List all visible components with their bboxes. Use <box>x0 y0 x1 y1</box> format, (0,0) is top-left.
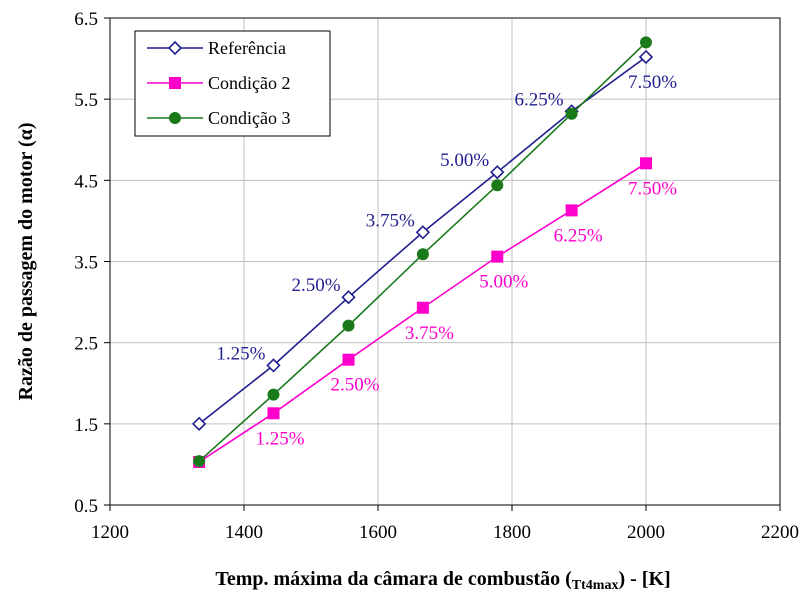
data-point <box>490 165 505 180</box>
x-tick-label: 2000 <box>627 522 665 543</box>
x-axis-title: Temp. máxima da câmara de combustão (Tt4… <box>215 568 670 593</box>
data-label-referencia: 6.25% <box>515 89 564 110</box>
data-point <box>638 49 654 65</box>
data-point <box>416 248 429 261</box>
x-tick-label: 1800 <box>493 522 531 543</box>
data-point <box>415 225 431 240</box>
data-labels-layer: 1.25% 2.50% 3.75% 5.00% 6.25% 7.50% 1.25% 2.50%… <box>216 72 677 449</box>
data-point <box>191 416 207 431</box>
y-axis-ticks: 0.5 1.5 2.5 3.5 4.5 5.5 6.5 <box>74 9 110 517</box>
legend-item-referencia: Referência <box>147 38 286 58</box>
x-axis-title-main: Temp. máxima da câmara de combustão ( <box>215 568 572 590</box>
data-point <box>640 36 652 49</box>
x-axis-title-tail: ) - [K] <box>618 568 670 590</box>
data-point <box>565 204 578 217</box>
legend-marker <box>169 77 181 89</box>
data-point <box>491 250 504 263</box>
data-label-referencia: 5.00% <box>440 150 489 171</box>
data-point <box>640 157 652 170</box>
data-label-referencia: 3.75% <box>366 210 415 231</box>
legend-item-condicao-2: Condição 2 <box>147 73 291 93</box>
legend: Referência Condição 2 Condição 3 <box>134 30 331 137</box>
data-label-referencia: 2.50% <box>291 275 340 296</box>
legend-marker <box>167 40 183 56</box>
data-label-referencia: 7.50% <box>628 72 677 93</box>
x-tick-label: 2200 <box>761 522 799 543</box>
legend-marker <box>169 112 181 124</box>
x-tick-label: 1200 <box>91 522 129 543</box>
data-point <box>193 455 206 468</box>
y-tick-label: 3.5 <box>74 253 98 274</box>
x-tick-label: 1400 <box>225 522 263 543</box>
data-point <box>266 358 281 373</box>
legend-label: Condição 3 <box>208 108 291 128</box>
data-label-condicao-2: 7.50% <box>628 178 677 199</box>
grid-lines <box>110 18 780 505</box>
data-point <box>491 179 504 192</box>
data-label-condicao-2: 3.75% <box>405 323 454 344</box>
series-layer <box>191 36 654 468</box>
legend-label: Referência <box>208 38 286 58</box>
data-point <box>416 301 429 314</box>
legend-item-condicao-3: Condição 3 <box>147 108 291 128</box>
x-axis-title-subscript: Tt4max <box>572 578 619 593</box>
series-condicao-3 <box>193 36 652 468</box>
y-tick-label: 4.5 <box>74 171 98 192</box>
x-axis-ticks: 1200 1400 1600 1800 2000 2200 <box>91 505 799 543</box>
y-tick-label: 0.5 <box>74 496 98 517</box>
x-tick-label: 1600 <box>359 522 397 543</box>
series-condicao-2 <box>193 157 652 468</box>
y-tick-label: 1.5 <box>74 415 98 436</box>
data-label-condicao-2: 2.50% <box>331 375 380 396</box>
data-point <box>341 290 356 305</box>
y-tick-label: 2.5 <box>74 334 98 355</box>
data-point <box>342 319 355 332</box>
data-point <box>267 388 280 401</box>
data-label-condicao-2: 6.25% <box>554 225 603 246</box>
y-tick-label: 6.5 <box>74 9 98 30</box>
y-tick-label: 5.5 <box>74 90 98 111</box>
data-label-condicao-2: 1.25% <box>255 428 304 449</box>
y-axis-title: Razão de passagem do motor (α) <box>15 123 37 401</box>
data-point <box>342 353 355 366</box>
legend-label: Condição 2 <box>208 73 291 93</box>
data-point <box>565 107 578 120</box>
data-label-referencia: 1.25% <box>216 343 265 364</box>
data-label-condicao-2: 5.00% <box>479 272 528 293</box>
data-point <box>267 407 280 420</box>
